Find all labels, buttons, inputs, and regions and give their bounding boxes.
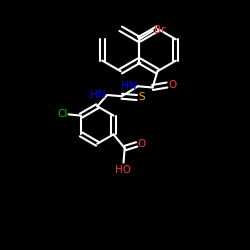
Text: HN: HN xyxy=(90,90,106,100)
Text: O: O xyxy=(138,139,146,149)
Text: S: S xyxy=(138,92,144,102)
Text: HO: HO xyxy=(116,165,132,175)
Text: Br: Br xyxy=(154,25,165,35)
Text: Cl: Cl xyxy=(57,109,67,119)
Text: O: O xyxy=(168,80,176,90)
Text: HN: HN xyxy=(121,81,137,91)
